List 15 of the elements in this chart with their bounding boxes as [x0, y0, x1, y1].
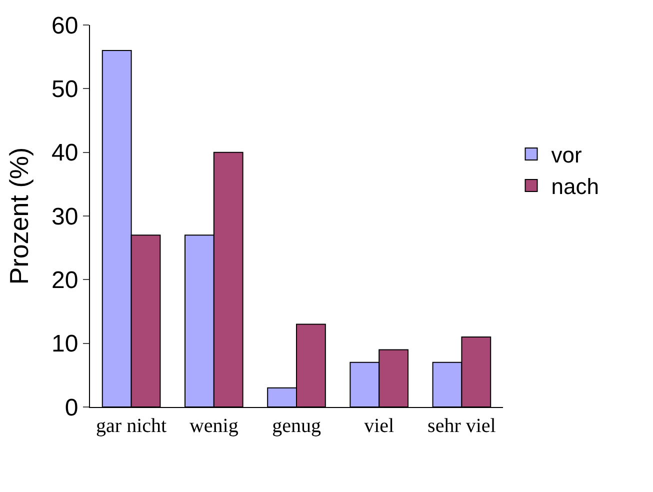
x-tick-label: viel: [364, 415, 395, 437]
x-tick-label: wenig: [189, 415, 238, 437]
y-tick-label: 50: [51, 76, 78, 104]
y-tick-label: 10: [51, 330, 78, 358]
x-tick-label: sehr viel: [428, 415, 496, 437]
y-axis-title: Prozent (%): [4, 147, 34, 285]
y-tick-label: 60: [51, 12, 78, 40]
x-tick-label: gar nicht: [96, 415, 168, 437]
y-tick-label: 40: [51, 140, 78, 167]
y-tick-label: 0: [64, 394, 78, 422]
y-tick-label: 20: [51, 267, 78, 294]
legend-label: nach: [551, 174, 599, 200]
x-tick-label: genug: [272, 415, 321, 437]
legend-label: vor: [551, 142, 582, 168]
y-tick-label: 30: [51, 203, 78, 230]
